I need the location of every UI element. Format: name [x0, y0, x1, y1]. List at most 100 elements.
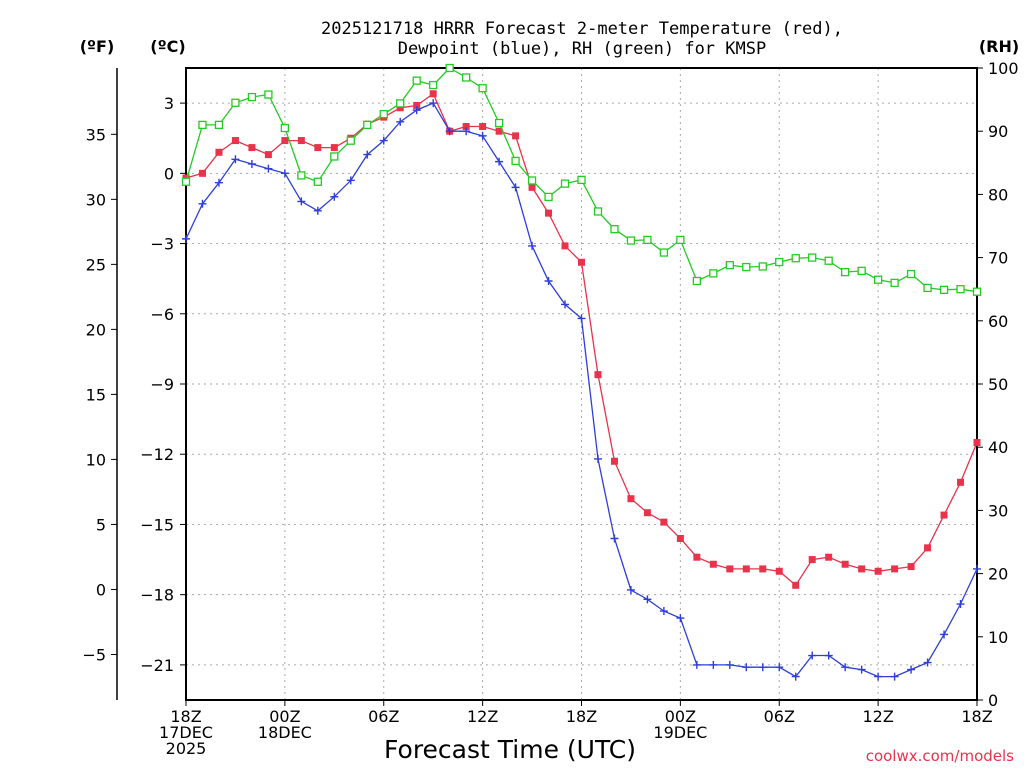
dewpoint-point [891, 673, 899, 681]
rh-point [183, 178, 190, 185]
meteogram-chart: 2025121718 HRRR Forecast 2-meter Tempera… [0, 0, 1024, 768]
rh-point [446, 65, 453, 72]
dewpoint-point [742, 663, 750, 671]
rh-point [364, 121, 371, 128]
rh-tick-label: 10 [988, 628, 1008, 647]
temperature-point [875, 568, 882, 575]
rh-point [825, 257, 832, 264]
fahrenheit-tick-label: 0 [96, 580, 106, 599]
time-tick-label: 18DEC [258, 723, 312, 742]
grid-lines [186, 68, 977, 700]
celsius-tick-label: −18 [140, 586, 174, 605]
temperature-point [265, 151, 272, 158]
dewpoint-series [182, 99, 981, 680]
dewpoint-point [182, 235, 190, 243]
rh-tick-label: 50 [988, 375, 1008, 394]
rh-point [941, 286, 948, 293]
rh-point [545, 193, 552, 200]
dewpoint-point [231, 155, 239, 163]
rh-point [562, 180, 569, 187]
temperature-point [941, 512, 948, 519]
dewpoint-point [907, 666, 915, 674]
rh-point [677, 236, 684, 243]
rh-point [215, 121, 222, 128]
fahrenheit-tick-label: 20 [86, 320, 106, 339]
celsius-axis: 3 0 −3 −6 −9 −12 −15 −18 −21 [140, 94, 186, 675]
fahrenheit-tick-label: 30 [86, 190, 106, 209]
temperature-point [298, 137, 305, 144]
dewpoint-point [248, 160, 256, 168]
rh-point [644, 236, 651, 243]
chart-title-line1: 2025121718 HRRR Forecast 2-meter Tempera… [321, 19, 843, 39]
time-tick-label: 2025 [166, 739, 207, 758]
dewpoint-point [594, 455, 602, 463]
rh-point [463, 74, 470, 81]
rh-point [298, 172, 305, 179]
rh-point [232, 99, 239, 106]
dewpoint-point [676, 614, 684, 622]
rh-point [875, 276, 882, 283]
dewpoint-point [281, 169, 289, 177]
rh-point [281, 125, 288, 132]
rh-point [776, 259, 783, 266]
rh-tick-label: 60 [988, 312, 1008, 331]
x-axis-title: Forecast Time (UTC) [384, 735, 636, 764]
temperature-point [545, 210, 552, 217]
temperature-point [611, 458, 618, 465]
temperature-point [430, 90, 437, 97]
temperature-point [891, 565, 898, 572]
rh-point [908, 271, 915, 278]
fahrenheit-tick-label: 25 [86, 255, 106, 274]
celsius-tick-label: −21 [140, 656, 174, 675]
dewpoint-point [495, 158, 503, 166]
dewpoint-point [940, 630, 948, 638]
celsius-tick-label: −3 [150, 235, 174, 254]
temperature-point [809, 556, 816, 563]
rh-tick-label: 80 [988, 185, 1008, 204]
rh-tick-label: 70 [988, 249, 1008, 268]
temperature-point [908, 563, 915, 570]
temperature-point [693, 554, 700, 561]
rh-point [842, 269, 849, 276]
dewpoint-point [726, 661, 734, 669]
fahrenheit-tick-label: 35 [86, 125, 106, 144]
temperature-point [281, 137, 288, 144]
rh-point [924, 284, 931, 291]
temperature-point [743, 565, 750, 572]
credit-text: coolwx.com/models [866, 747, 1014, 765]
dewpoint-point [693, 661, 701, 669]
rh-point [314, 178, 321, 185]
time-tick-label: 18Z [566, 707, 597, 726]
rh-point [512, 157, 519, 164]
rh-tick-label: 40 [988, 438, 1008, 457]
dewpoint-point [643, 595, 651, 603]
temperature-point [512, 132, 519, 139]
rh-tick-label: 20 [988, 565, 1008, 584]
dewpoint-point [759, 663, 767, 671]
time-tick-label: 06Z [764, 707, 795, 726]
celsius-tick-label: −12 [140, 445, 174, 464]
dewpoint-point [775, 663, 783, 671]
dewpoint-point [660, 607, 668, 615]
fahrenheit-unit-label: (ºF) [80, 37, 115, 56]
fahrenheit-tick-label: 15 [86, 385, 106, 404]
temperature-point [677, 535, 684, 542]
celsius-tick-label: −15 [140, 515, 174, 534]
rh-point [759, 263, 766, 270]
temperature-point [331, 144, 338, 151]
rh-point [710, 270, 717, 277]
dewpoint-point [610, 534, 618, 542]
rh-tick-label: 100 [988, 59, 1019, 78]
rh-point [743, 264, 750, 271]
dewpoint-point [627, 586, 635, 594]
temperature-point [232, 137, 239, 144]
rh-point [265, 91, 272, 98]
dewpoint-point [973, 565, 981, 573]
temperature-point [248, 144, 255, 151]
time-tick-label: 12Z [467, 707, 498, 726]
temperature-point [199, 170, 206, 177]
rh-point [380, 111, 387, 118]
temperature-point [479, 123, 486, 130]
temperature-point [759, 565, 766, 572]
celsius-tick-label: 0 [164, 164, 174, 183]
